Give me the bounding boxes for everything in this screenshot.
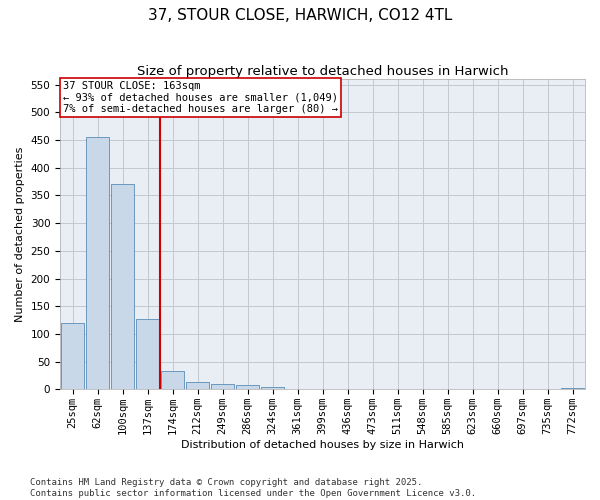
Text: 37, STOUR CLOSE, HARWICH, CO12 4TL: 37, STOUR CLOSE, HARWICH, CO12 4TL (148, 8, 452, 22)
Bar (111, 184, 134, 390)
Bar (211, 384, 234, 390)
Bar (261, 386, 284, 390)
Bar (336, 389, 359, 390)
Y-axis label: Number of detached properties: Number of detached properties (15, 146, 25, 322)
Bar (61, 323, 84, 390)
Bar (186, 382, 209, 390)
X-axis label: Distribution of detached houses by size in Harwich: Distribution of detached houses by size … (181, 440, 464, 450)
Bar (386, 389, 409, 390)
Bar (561, 388, 584, 390)
Title: Size of property relative to detached houses in Harwich: Size of property relative to detached ho… (137, 65, 508, 78)
Bar (286, 389, 309, 390)
Bar (86, 138, 109, 390)
Text: Contains HM Land Registry data © Crown copyright and database right 2025.
Contai: Contains HM Land Registry data © Crown c… (30, 478, 476, 498)
Text: 37 STOUR CLOSE: 163sqm
← 93% of detached houses are smaller (1,049)
7% of semi-d: 37 STOUR CLOSE: 163sqm ← 93% of detached… (62, 80, 338, 114)
Bar (161, 371, 184, 390)
Bar (136, 319, 159, 390)
Bar (236, 386, 259, 390)
